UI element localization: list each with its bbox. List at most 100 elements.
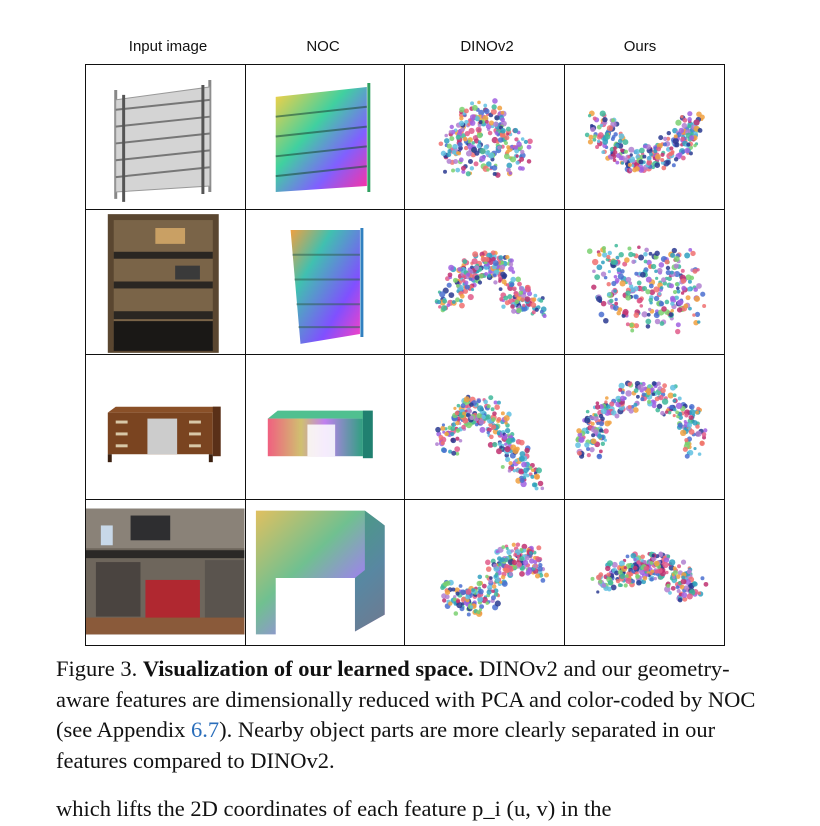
scatter-point [665,136,670,141]
scatter-point [651,392,655,397]
scatter-point [476,413,482,419]
scatter-point [459,116,464,121]
scatter-point [680,278,686,284]
scatter-point [453,158,459,164]
scatter-point [694,410,699,415]
scatter-point [612,158,616,163]
scatter-point [446,303,451,308]
scatter-point [616,267,621,273]
scatter-point [658,262,664,268]
column-header-noc: NOC [306,38,340,55]
scatter-point [583,442,590,448]
scatter-point [604,396,609,400]
scatter-point [497,105,503,111]
scatter-point [624,574,629,578]
scatter-point [600,260,605,265]
scatter-point [643,259,647,264]
appendix-link[interactable]: 6.7 [190,717,220,742]
scatter-point [469,120,476,126]
scatter-point [651,400,657,405]
scatter-point [588,425,592,429]
scatter-point [448,130,453,134]
scatter-point [635,560,641,565]
scatter-point [632,407,639,413]
scatter-point [489,434,494,440]
scatter-point [466,272,471,277]
scatter-point [669,295,675,302]
scatter-point [602,428,609,434]
scatter-point [519,451,526,457]
scatter-point [617,138,623,144]
scatter-point [701,432,706,437]
scatter-point [443,169,448,174]
scatter-point [455,420,460,426]
scatter-point [680,285,686,291]
scatter-point [485,574,489,579]
scatter-point [597,579,602,584]
scatter-point [620,161,624,165]
scatter-point [448,292,455,298]
scatter-point [606,586,612,592]
scatter-point [473,138,480,144]
scatter-point [673,263,679,269]
scatter-point [683,147,690,154]
scatter-point [504,300,510,306]
scatter-point [689,131,694,136]
scatter-point [526,159,532,164]
scatter-point [592,415,599,422]
scatter-point [601,252,607,258]
scatter-point [645,144,651,150]
scatter-point [451,149,457,155]
scatter-point [475,126,482,133]
scatter-point [595,264,602,271]
scatter-point [464,130,470,137]
scatter-point [610,259,616,265]
dinov2-scatter-row3 [405,355,565,500]
scatter-point [485,559,491,566]
scatter-point [517,561,522,567]
scatter-point [639,554,645,560]
scatter-point [680,592,687,598]
scatter-point [491,584,497,589]
scatter-point [604,565,610,572]
scatter-point [525,570,531,576]
scatter-point [465,171,471,177]
scatter-point [679,115,684,119]
input-image-desk-render [86,355,246,500]
scatter-point [611,561,618,568]
scatter-point [681,117,687,123]
scatter-point [603,275,607,280]
scatter-point [486,404,491,409]
scatter-point [619,148,624,153]
scatter-point [504,446,511,453]
scatter-point [600,150,605,154]
scatter-point [440,150,447,157]
scatter-point [508,262,514,267]
scatter-point [590,433,595,438]
scatter-point [680,559,686,565]
scatter-point [633,271,638,276]
scatter-point [522,548,527,553]
scatter-point [503,153,510,160]
scatter-point [471,258,478,265]
scatter-point [600,271,606,277]
scatter-point [610,118,615,123]
scatter-point [515,154,519,158]
scatter-point [462,274,466,278]
scatter-point [525,286,531,293]
scatter-point [479,251,485,257]
scatter-point [628,408,634,414]
scatter-point [474,275,480,281]
scatter-point [481,596,488,604]
scatter-point [674,328,680,335]
scatter-point [534,486,539,491]
scatter-point [449,136,455,142]
scatter-point [478,588,484,595]
scatter-point [661,561,669,569]
scatter-point [466,412,471,418]
scatter-point [450,431,455,437]
ours-scatter-row4 [564,500,724,645]
scatter-point [530,302,537,308]
scatter-point [625,563,632,570]
scatter-point [498,562,502,567]
